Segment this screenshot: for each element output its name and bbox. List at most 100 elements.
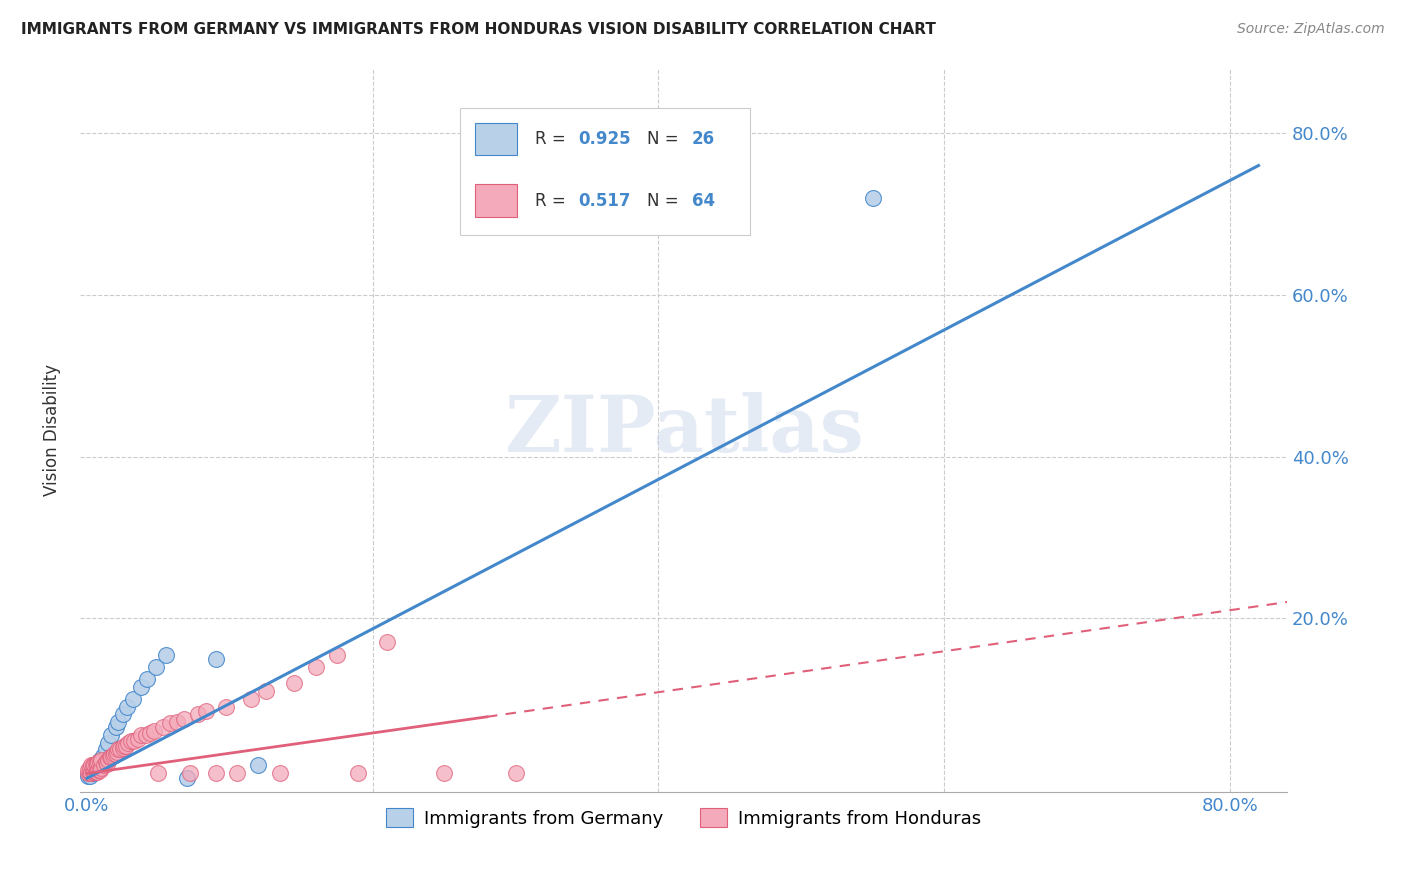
Point [79,766,101,780]
Point [347,766,370,780]
Point [129,680,152,694]
Point [114,739,136,753]
Point [375,635,398,649]
Point [204,651,226,665]
Text: N =: N = [647,192,685,210]
Point [505,766,527,780]
Point [862,191,884,205]
Point [86,758,108,772]
Text: R =: R = [536,130,571,148]
Point [283,676,305,690]
Point [139,726,162,740]
Point [79,761,101,775]
Point [122,734,145,748]
Point [155,648,177,662]
Point [247,758,270,772]
Point [104,720,127,734]
Legend: Immigrants from Germany, Immigrants from Honduras: Immigrants from Germany, Immigrants from… [380,801,988,835]
Point [120,734,142,748]
Point [304,659,326,673]
Point [86,764,108,779]
Point [121,692,143,706]
Point [84,764,107,779]
Point [80,766,103,780]
Text: 0.925: 0.925 [578,130,631,148]
Y-axis label: Vision Disability: Vision Disability [44,364,60,496]
Point [89,763,111,777]
Text: 26: 26 [692,130,716,148]
Point [104,747,127,761]
Point [84,761,107,775]
Point [89,755,111,769]
Point [100,750,122,764]
Text: IMMIGRANTS FROM GERMANY VS IMMIGRANTS FROM HONDURAS VISION DISABILITY CORRELATIO: IMMIGRANTS FROM GERMANY VS IMMIGRANTS FR… [21,22,936,37]
Point [83,758,105,772]
Point [326,648,349,662]
Point [176,771,198,785]
Point [98,750,121,764]
Point [91,748,114,763]
Point [129,728,152,742]
Point [100,728,122,742]
Point [77,763,100,777]
Point [107,742,129,756]
Point [111,740,134,755]
Point [86,756,108,771]
Point [90,753,112,767]
Text: 0.517: 0.517 [578,192,631,210]
Point [77,769,100,783]
Point [80,758,103,772]
Point [80,766,103,780]
Point [96,756,118,771]
FancyBboxPatch shape [460,108,749,235]
Point [84,756,107,771]
Point [94,755,117,769]
Text: Source: ZipAtlas.com: Source: ZipAtlas.com [1237,22,1385,37]
Point [103,747,125,761]
Point [240,692,263,706]
Point [145,659,167,673]
Point [159,716,181,731]
Point [83,764,105,779]
Point [135,728,157,742]
Point [214,700,236,714]
Bar [475,185,517,217]
Text: ZIPatlas: ZIPatlas [503,392,863,468]
Point [79,769,101,783]
Point [136,672,159,686]
Point [107,714,129,729]
Point [97,753,120,767]
Text: N =: N = [647,130,685,148]
Point [82,758,104,772]
Point [105,745,128,759]
Point [90,761,112,775]
Point [108,742,131,756]
Point [89,753,111,767]
Point [115,700,138,714]
Text: R =: R = [536,192,571,210]
Point [173,712,195,726]
Point [179,766,201,780]
Point [187,706,209,721]
Point [117,736,139,750]
Bar [475,123,517,155]
Point [226,766,249,780]
Point [148,766,170,780]
Point [254,684,277,698]
Point [433,766,456,780]
Text: 64: 64 [692,192,716,210]
Point [94,742,117,756]
Point [97,736,120,750]
Point [82,766,104,780]
Point [143,724,166,739]
Point [127,732,149,747]
Point [152,720,174,734]
Point [87,763,110,777]
Point [83,764,105,779]
Point [112,739,135,753]
Point [101,748,124,763]
Point [93,758,115,772]
Point [82,764,104,779]
Point [166,714,188,729]
Point [77,766,100,780]
